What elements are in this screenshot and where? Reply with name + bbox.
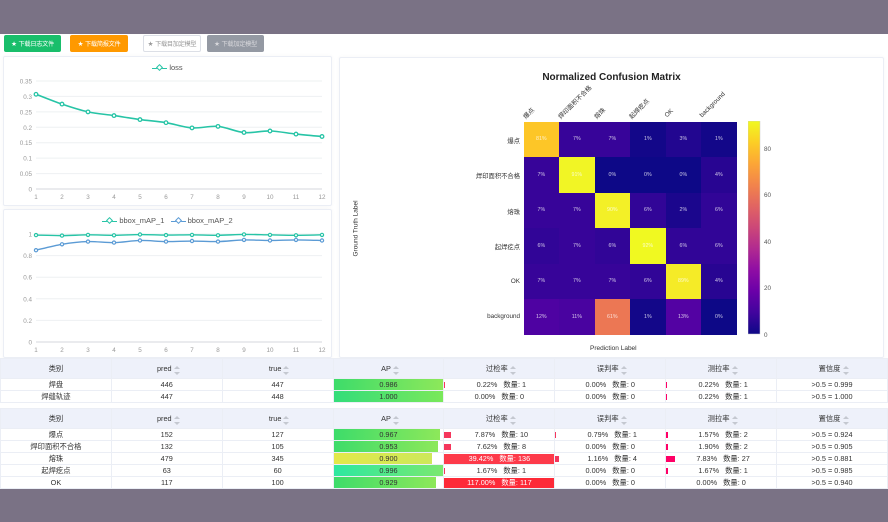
svg-text:3: 3 [86,194,90,201]
svg-text:0.35: 0.35 [20,79,33,86]
svg-text:0.2: 0.2 [23,125,32,132]
svg-text:2: 2 [60,194,64,201]
svg-text:20: 20 [764,285,772,292]
svg-text:11: 11 [293,347,300,354]
svg-text:7: 7 [190,347,194,354]
svg-text:0: 0 [28,187,32,194]
svg-text:0.4: 0.4 [23,296,32,303]
svg-text:11: 11 [293,194,300,201]
svg-text:1: 1 [34,347,38,354]
svg-text:0.3: 0.3 [23,94,32,101]
svg-text:4: 4 [112,347,116,354]
svg-text:10: 10 [266,347,274,354]
svg-text:9: 9 [242,347,246,354]
svg-text:8: 8 [216,347,220,354]
svg-text:7: 7 [190,194,194,201]
svg-text:2: 2 [60,347,64,354]
svg-text:0.2: 0.2 [23,318,32,325]
svg-text:10: 10 [266,194,274,201]
svg-text:40: 40 [764,239,772,246]
svg-text:80: 80 [764,146,772,153]
svg-text:0.1: 0.1 [23,156,32,163]
svg-text:12: 12 [318,194,326,201]
svg-text:0: 0 [28,340,32,347]
svg-text:0.25: 0.25 [20,109,33,116]
svg-text:0.05: 0.05 [20,171,33,178]
svg-text:12: 12 [318,347,326,354]
svg-text:3: 3 [86,347,90,354]
svg-text:60: 60 [764,192,772,199]
svg-text:8: 8 [216,194,220,201]
svg-text:4: 4 [112,194,116,201]
svg-text:0: 0 [764,332,768,339]
svg-text:0.15: 0.15 [20,140,33,147]
svg-text:6: 6 [164,347,168,354]
svg-text:9: 9 [242,194,246,201]
svg-text:0.6: 0.6 [23,275,32,282]
svg-text:6: 6 [164,194,168,201]
svg-text:5: 5 [138,194,142,201]
svg-text:5: 5 [138,347,142,354]
svg-text:1: 1 [34,194,38,201]
svg-text:1: 1 [28,232,32,239]
svg-text:0.8: 0.8 [23,253,32,260]
